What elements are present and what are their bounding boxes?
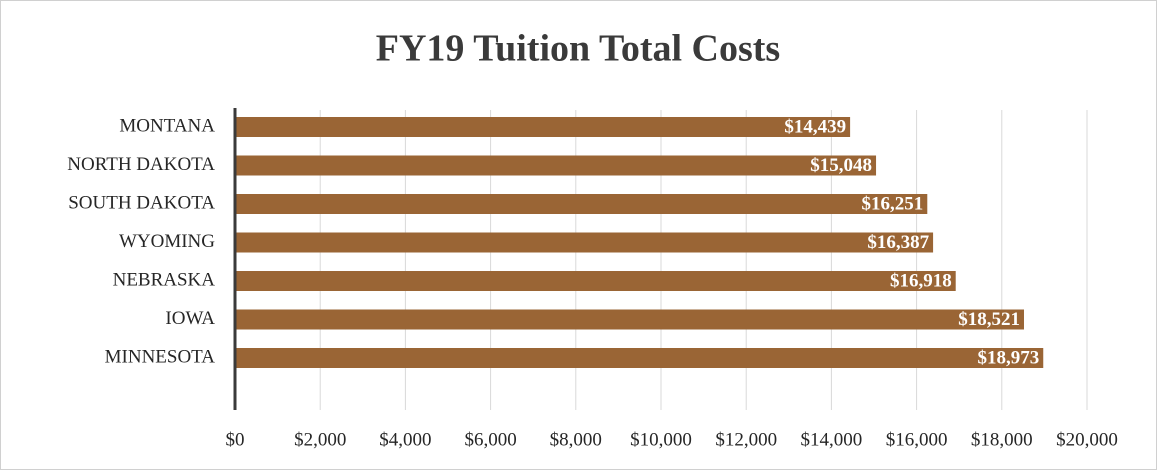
- category-label: NEBRASKA: [113, 269, 216, 290]
- bar: [235, 271, 956, 291]
- chart-title: FY19 Tuition Total Costs: [376, 28, 780, 70]
- category-label: SOUTH DAKOTA: [68, 192, 215, 213]
- x-tick-label: $16,000: [886, 429, 948, 450]
- category-label: WYOMING: [119, 231, 215, 252]
- data-label: $18,521: [958, 309, 1020, 330]
- x-tick-label: $2,000: [294, 429, 346, 450]
- bar: [235, 117, 851, 137]
- x-tick-label: $18,000: [971, 429, 1033, 450]
- data-label: $16,918: [890, 270, 952, 291]
- data-label: $16,251: [862, 193, 924, 214]
- category-label: IOWA: [165, 308, 215, 329]
- bar: [235, 309, 1024, 330]
- category-label: MONTANA: [119, 115, 215, 136]
- bar: [235, 348, 1044, 368]
- x-tick-label: $10,000: [630, 429, 692, 450]
- bar: [235, 194, 928, 214]
- x-tick-label: $6,000: [464, 429, 516, 450]
- x-tick-label: $8,000: [550, 429, 602, 450]
- category-label: NORTH DAKOTA: [67, 154, 215, 175]
- bar: [235, 232, 934, 253]
- data-label: $14,439: [784, 116, 846, 137]
- category-label: MINNESOTA: [105, 346, 216, 367]
- x-tick-label: $12,000: [715, 429, 777, 450]
- bar: [235, 155, 877, 176]
- data-label: $15,048: [810, 155, 872, 176]
- x-tick-label: $4,000: [379, 429, 431, 450]
- x-tick-label: $14,000: [801, 429, 863, 450]
- data-label: $16,387: [867, 232, 929, 253]
- x-tick-label: $0: [226, 429, 245, 450]
- data-label: $18,973: [977, 347, 1039, 368]
- x-tick-label: $20,000: [1056, 429, 1118, 450]
